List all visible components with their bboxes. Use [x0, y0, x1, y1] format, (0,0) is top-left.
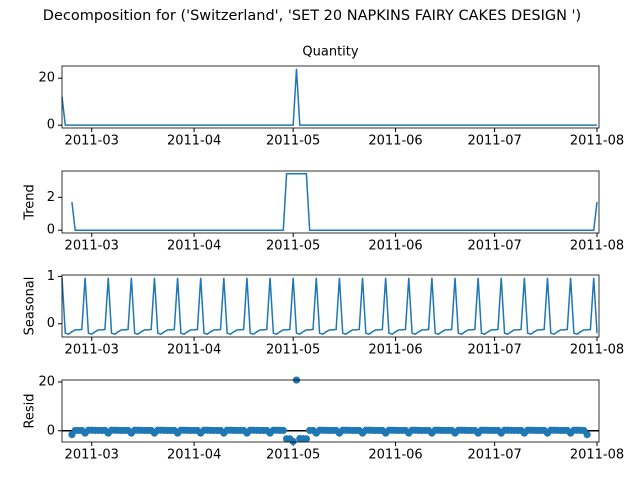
y-tick-label: 1 — [47, 269, 55, 284]
y-tick-label: 0 — [47, 423, 55, 438]
y-axis-label: Seasonal — [23, 277, 38, 336]
x-tick-label: 2011-08 — [570, 448, 624, 463]
x-tick-label: 2011-03 — [65, 343, 119, 358]
x-tick-label: 2011-06 — [368, 134, 422, 149]
series-line — [71, 173, 598, 231]
x-tick-label: 2011-08 — [570, 343, 624, 358]
x-tick-label: 2011-03 — [65, 239, 119, 254]
x-tick-label: 2011-03 — [65, 134, 119, 149]
y-tick-label: 20 — [38, 374, 55, 389]
x-tick-label: 2011-08 — [570, 239, 624, 254]
axes-frame — [61, 379, 600, 443]
y-axis-label: Resid — [23, 393, 38, 428]
x-tick-label: 2011-04 — [167, 343, 221, 358]
x-tick-label: 2011-07 — [467, 448, 521, 463]
x-tick-label: 2011-07 — [467, 134, 521, 149]
resid-point — [302, 435, 310, 443]
x-tick-label: 2011-08 — [570, 134, 624, 149]
figure-title: Decomposition for ('Switzerland', 'SET 2… — [43, 8, 581, 24]
y-tick-label: 0 — [47, 118, 55, 133]
x-tick-label: 2011-05 — [266, 343, 320, 358]
x-tick-label: 2011-04 — [167, 239, 221, 254]
x-tick-label: 2011-05 — [266, 448, 320, 463]
resid-point — [583, 431, 591, 439]
resid-point — [289, 437, 297, 446]
y-axis-label: Trend — [23, 184, 38, 221]
series-line — [61, 277, 598, 335]
y-tick-label: 20 — [38, 71, 55, 86]
x-tick-label: 2011-06 — [368, 343, 422, 358]
x-tick-label: 2011-05 — [266, 134, 320, 149]
x-tick-label: 2011-05 — [266, 239, 320, 254]
axes-frame — [61, 170, 600, 234]
x-tick-label: 2011-04 — [167, 448, 221, 463]
x-tick-label: 2011-06 — [368, 239, 422, 254]
axes-frame — [61, 65, 600, 129]
x-tick-label: 2011-03 — [65, 448, 119, 463]
x-tick-label: 2011-07 — [467, 343, 521, 358]
y-tick-label: 0 — [47, 223, 55, 238]
y-tick-label: 2 — [47, 190, 55, 205]
series-line — [61, 68, 598, 126]
resid-point — [279, 426, 287, 435]
y-tick-label: 0 — [47, 316, 55, 331]
x-tick-label: 2011-04 — [167, 134, 221, 149]
x-tick-label: 2011-07 — [467, 239, 521, 254]
axes-frame — [61, 274, 600, 338]
subplot-title: Quantity — [302, 45, 358, 60]
x-tick-label: 2011-06 — [368, 448, 422, 463]
